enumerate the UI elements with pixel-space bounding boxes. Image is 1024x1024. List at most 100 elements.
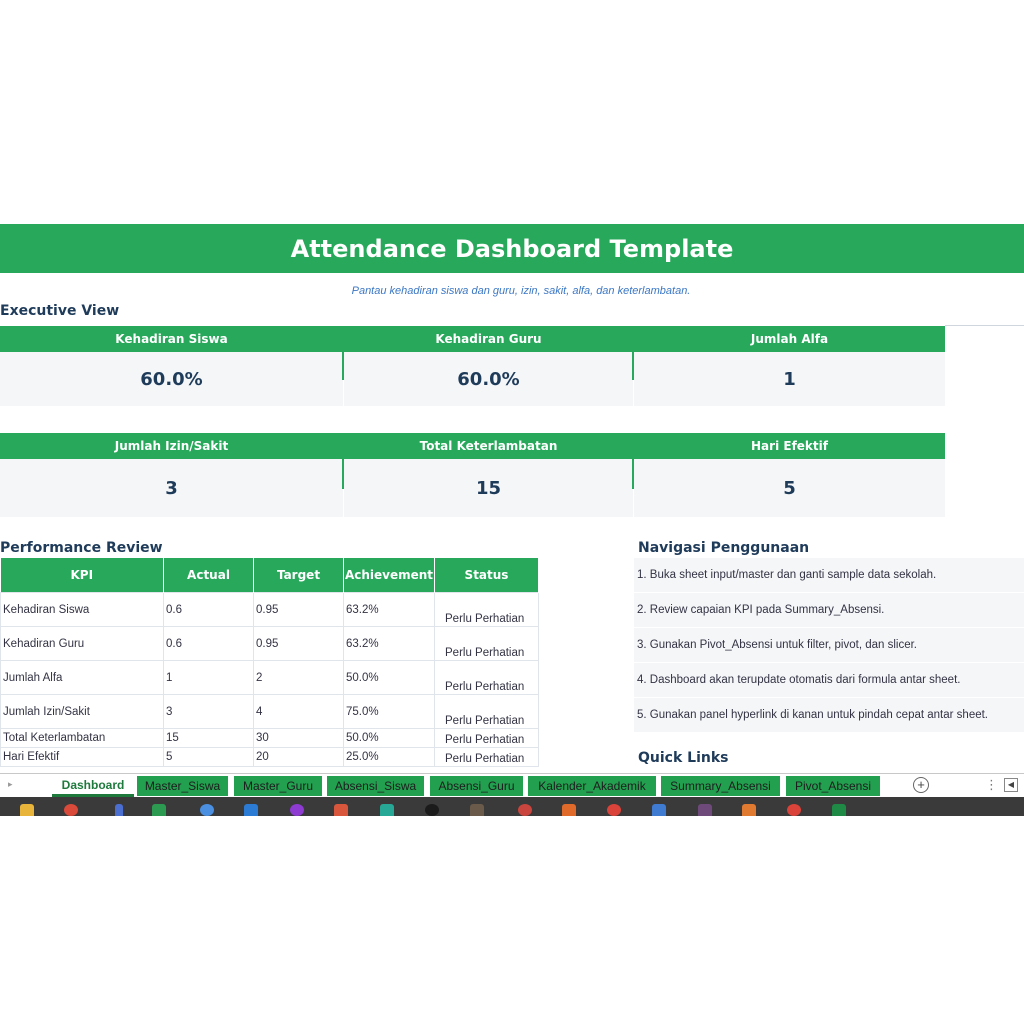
kpi-card-value: 3 [0, 459, 343, 517]
table-cell[interactable]: 0.95 [253, 592, 344, 627]
plus-circle-icon[interactable]: + [913, 777, 929, 793]
sheet-tab-pivot-absensi[interactable]: Pivot_Absensi [786, 776, 880, 796]
table-row: Hari Efektif 5 20 25.0% Perlu Perhatian [0, 747, 539, 767]
card-divider [632, 326, 634, 380]
status-cell[interactable]: Perlu Perhatian [434, 747, 539, 767]
column-header-achievement[interactable]: Achievement [343, 558, 435, 593]
sheet-tab-absensi-guru[interactable]: Absensi_Guru [430, 776, 523, 796]
app-icon[interactable] [652, 804, 666, 816]
table-cell[interactable]: 63.2% [343, 626, 435, 661]
kpi-card-kehadiran-guru[interactable]: Kehadiran Guru 60.0% [344, 326, 633, 406]
kpi-card-kehadiran-siswa[interactable]: Kehadiran Siswa 60.0% [0, 326, 343, 406]
scroll-left-icon[interactable]: ◀ [1004, 778, 1018, 792]
folder-icon[interactable] [20, 804, 34, 816]
table-cell[interactable]: Hari Efektif [0, 747, 164, 767]
table-cell[interactable]: Total Keterlambatan [0, 728, 164, 748]
app-icon[interactable] [742, 804, 756, 816]
app-icon[interactable] [470, 804, 484, 816]
scroll-tabs-left-icon[interactable]: ▸ [8, 779, 13, 789]
table-cell[interactable]: 50.0% [343, 660, 435, 695]
table-cell[interactable]: 25.0% [343, 747, 435, 767]
vertical-dots-icon[interactable]: ⋮ [985, 777, 998, 792]
card-divider [342, 326, 344, 380]
browser-icon[interactable] [787, 804, 801, 816]
excel-icon[interactable] [832, 804, 846, 816]
table-cell[interactable]: 2 [253, 660, 344, 695]
sheet-tab-kalender-akademik[interactable]: Kalender_Akademik [528, 776, 656, 796]
column-header-actual[interactable]: Actual [163, 558, 254, 593]
table-cell[interactable]: 15 [163, 728, 254, 748]
list-item[interactable]: 5. Gunakan panel hyperlink di kanan untu… [634, 698, 1024, 733]
app-icon[interactable] [698, 804, 712, 816]
column-header-kpi[interactable]: KPI [0, 558, 164, 593]
table-cell[interactable]: 50.0% [343, 728, 435, 748]
list-item[interactable]: 3. Gunakan Pivot_Absensi untuk filter, p… [634, 628, 1024, 663]
sheets-icon[interactable] [152, 804, 166, 816]
table-cell[interactable]: Kehadiran Guru [0, 626, 164, 661]
sheet-tab-master-guru[interactable]: Master_Guru [234, 776, 322, 796]
table-cell[interactable]: Jumlah Izin/Sakit [0, 694, 164, 729]
table-cell[interactable]: 5 [163, 747, 254, 767]
dashboard-title-banner: Attendance Dashboard Template [0, 224, 1024, 273]
kpi-card-hari-efektif[interactable]: Hari Efektif 5 [634, 433, 945, 517]
sheet-tab-bar: ▸ Dashboard Master_Siswa Master_Guru Abs… [0, 773, 1024, 798]
app-icon[interactable] [334, 804, 348, 816]
kpi-card-jumlah-alfa[interactable]: Jumlah Alfa 1 [634, 326, 945, 406]
table-cell[interactable]: 3 [163, 694, 254, 729]
kpi-card-izin-sakit[interactable]: Jumlah Izin/Sakit 3 [0, 433, 343, 517]
kpi-row-2: Jumlah Izin/Sakit 3 Total Keterlambatan … [0, 433, 945, 517]
kpi-card-value: 5 [634, 459, 945, 517]
browser-icon[interactable] [607, 804, 621, 816]
list-item[interactable]: 1. Buka sheet input/master dan ganti sam… [634, 558, 1024, 593]
table-cell[interactable]: 20 [253, 747, 344, 767]
kpi-card-value: 60.0% [344, 352, 633, 406]
kpi-card-value: 15 [344, 459, 633, 517]
table-cell[interactable]: 0.6 [163, 626, 254, 661]
app-icon[interactable] [380, 804, 394, 816]
app-icon[interactable] [115, 804, 123, 816]
navigation-list: 1. Buka sheet input/master dan ganti sam… [634, 558, 1024, 733]
table-cell[interactable]: 4 [253, 694, 344, 729]
quick-links-title: Quick Links [638, 750, 729, 766]
table-cell[interactable]: Kehadiran Siswa [0, 592, 164, 627]
status-cell[interactable]: Perlu Perhatian [434, 728, 539, 748]
kpi-card-label: Kehadiran Siswa [0, 326, 343, 352]
sheet-tab-absensi-siswa[interactable]: Absensi_Siswa [327, 776, 424, 796]
section-divider [945, 325, 1024, 326]
table-cell[interactable]: 0.95 [253, 626, 344, 661]
table-cell[interactable]: 75.0% [343, 694, 435, 729]
table-cell[interactable]: 1 [163, 660, 254, 695]
table-cell[interactable]: 0.6 [163, 592, 254, 627]
code-editor-icon[interactable] [244, 804, 258, 816]
table-cell[interactable]: Jumlah Alfa [0, 660, 164, 695]
status-cell[interactable]: Perlu Perhatian [434, 694, 539, 729]
app-icon[interactable] [518, 804, 532, 816]
status-cell[interactable]: Perlu Perhatian [434, 660, 539, 695]
app-icon[interactable] [290, 804, 304, 816]
list-item[interactable]: 2. Review capaian KPI pada Summary_Absen… [634, 593, 1024, 628]
kpi-card-value: 60.0% [0, 352, 343, 406]
kpi-card-label: Jumlah Alfa [634, 326, 945, 352]
kpi-card-label: Total Keterlambatan [344, 433, 633, 459]
status-cell[interactable]: Perlu Perhatian [434, 592, 539, 627]
column-header-status[interactable]: Status [434, 558, 539, 593]
table-cell[interactable]: 63.2% [343, 592, 435, 627]
kpi-card-label: Hari Efektif [634, 433, 945, 459]
app-icon[interactable] [200, 804, 214, 816]
kpi-card-value: 1 [634, 352, 945, 406]
sheet-tab-dashboard[interactable]: Dashboard [52, 776, 134, 797]
sheet-tab-summary-absensi[interactable]: Summary_Absensi [661, 776, 780, 796]
kpi-row-1: Kehadiran Siswa 60.0% Kehadiran Guru 60.… [0, 326, 945, 406]
table-cell[interactable]: 30 [253, 728, 344, 748]
status-cell[interactable]: Perlu Perhatian [434, 626, 539, 661]
column-header-target[interactable]: Target [253, 558, 344, 593]
list-item[interactable]: 4. Dashboard akan terupdate otomatis dar… [634, 663, 1024, 698]
kpi-card-keterlambatan[interactable]: Total Keterlambatan 15 [344, 433, 633, 517]
table-row: Total Keterlambatan 15 30 50.0% Perlu Pe… [0, 728, 539, 748]
sheet-tab-master-siswa[interactable]: Master_Siswa [137, 776, 228, 796]
os-taskbar [0, 797, 1024, 816]
app-icon[interactable] [562, 804, 576, 816]
app-icon[interactable] [425, 804, 439, 816]
browser-icon[interactable] [64, 804, 78, 816]
dashboard-subtitle: Pantau kehadiran siswa dan guru, izin, s… [351, 285, 691, 297]
